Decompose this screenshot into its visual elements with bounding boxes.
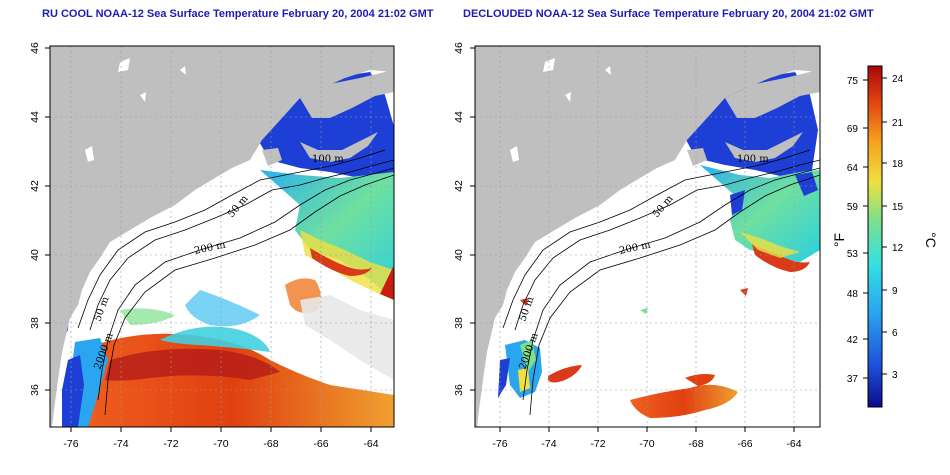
left-lon-label: -76 — [63, 438, 78, 450]
right-contour-label-100m: 100 m — [737, 154, 769, 165]
celsius-tick-label: 15 — [892, 202, 904, 213]
right-lat-label: 42 — [453, 180, 465, 192]
colorbar-gradient — [867, 65, 883, 408]
fahrenheit-tick-label: 53 — [847, 249, 859, 260]
fahrenheit-tick-label: 48 — [847, 289, 859, 300]
left-lon-tick-labels: -76 -74 -72 -70 -68 -66 -64 — [63, 438, 378, 450]
left-gridlines — [50, 46, 394, 427]
celsius-unit-label: °C — [923, 232, 939, 248]
fahrenheit-tick-label: 59 — [847, 202, 859, 213]
right-lon-label: -74 — [541, 438, 556, 450]
left-contour-label-100m: 100 m — [312, 154, 344, 165]
right-lon-label: -68 — [688, 438, 703, 450]
colorbar-left-ticks — [863, 79, 868, 379]
right-lat-label: 36 — [453, 384, 465, 396]
right-axis-ticks — [470, 47, 795, 432]
left-lat-label: 36 — [29, 384, 41, 396]
fahrenheit-tick-label: 64 — [847, 163, 859, 174]
fahrenheit-tick-label: 75 — [847, 76, 859, 87]
left-lat-label: 46 — [29, 42, 41, 54]
right-lakes — [510, 58, 611, 162]
left-lon-label: -66 — [313, 438, 328, 450]
right-bathymetry-contours — [502, 149, 820, 416]
right-lat-label: 40 — [453, 249, 465, 261]
celsius-tick-label: 6 — [892, 328, 898, 339]
right-lon-label: -66 — [737, 438, 752, 450]
right-land — [475, 46, 820, 427]
celsius-tick-label: 9 — [892, 286, 898, 297]
left-sst-map: 100 m 50 m 200 m 50 m 2000 m — [29, 42, 395, 450]
right-map-title: DECLOUDED NOAA-12 Sea Surface Temperatur… — [463, 8, 874, 20]
celsius-tick-label: 24 — [892, 74, 904, 85]
left-lat-tick-labels: 36 38 40 42 44 46 — [29, 42, 41, 396]
left-lon-label: -72 — [163, 438, 178, 450]
left-land — [50, 46, 394, 427]
left-sst-imagery — [52, 72, 394, 427]
right-lat-label: 46 — [453, 42, 465, 54]
celsius-tick-label: 18 — [892, 159, 904, 170]
left-lon-label: -68 — [263, 438, 278, 450]
right-lat-label: 38 — [453, 317, 465, 329]
colorbar-celsius-labels: 24 21 18 15 12 9 6 3 — [892, 74, 904, 381]
left-bathymetry-contours — [77, 149, 394, 416]
celsius-tick-label: 3 — [892, 370, 898, 381]
left-map-frame — [49, 45, 395, 428]
right-lon-label: -72 — [590, 438, 605, 450]
colorbar-fahrenheit-labels: 75 69 64 59 53 48 42 37 — [847, 76, 859, 385]
fahrenheit-tick-label: 69 — [847, 124, 859, 135]
celsius-tick-label: 12 — [892, 243, 904, 254]
left-lat-label: 38 — [29, 317, 41, 329]
left-lat-label: 40 — [29, 249, 41, 261]
left-map-title: RU COOL NOAA-12 Sea Surface Temperature … — [42, 8, 434, 20]
left-lon-label: -64 — [363, 438, 378, 450]
right-lat-tick-labels: 36 38 40 42 44 46 — [453, 42, 465, 396]
right-lat-label: 44 — [453, 111, 465, 123]
right-gridlines — [475, 46, 820, 427]
left-lon-label: -70 — [213, 438, 228, 450]
right-lon-tick-labels: -76 -74 -72 -70 -68 -66 -64 — [492, 438, 801, 450]
right-lon-label: -64 — [786, 438, 801, 450]
fahrenheit-tick-label: 42 — [847, 335, 859, 346]
right-lon-label: -70 — [639, 438, 654, 450]
left-lon-label: -74 — [113, 438, 128, 450]
right-lon-label: -76 — [492, 438, 507, 450]
left-lat-label: 44 — [29, 111, 41, 123]
colorbar-right-ticks — [882, 77, 887, 375]
right-sst-map: 100 m 50 m 200 m 50 m 2000 m — [453, 42, 821, 450]
fahrenheit-tick-label: 37 — [847, 374, 859, 385]
left-lat-label: 42 — [29, 180, 41, 192]
left-lakes — [85, 58, 186, 162]
celsius-tick-label: 21 — [892, 118, 904, 129]
temperature-colorbar: 75 69 64 59 53 48 42 37 24 21 18 15 12 9… — [831, 65, 939, 408]
left-axis-ticks — [45, 47, 372, 432]
fahrenheit-unit-label: °F — [831, 233, 847, 247]
